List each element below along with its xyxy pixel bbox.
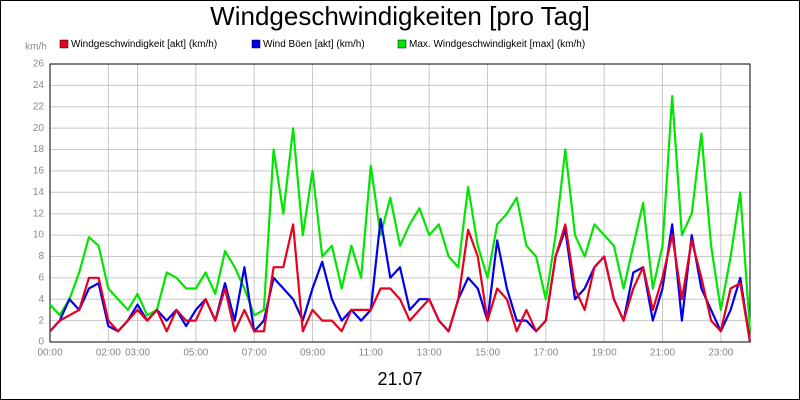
y-tick-label: 8 — [38, 251, 44, 262]
y-tick-label: 14 — [33, 187, 45, 198]
y-tick-label: 16 — [33, 166, 45, 177]
legend: Windgeschwindigkeit [akt] (km/h) Wind Böe… — [59, 39, 585, 50]
line-series — [49, 95, 752, 332]
legend-label: Windgeschwindigkeit [akt] (km/h) — [71, 39, 217, 50]
x-tick-label: 11:00 — [359, 348, 384, 359]
x-tick-label: 05:00 — [183, 348, 208, 359]
y-tick-label: 26 — [33, 59, 45, 70]
x-tick-label: 02:00 — [96, 348, 121, 359]
legend-swatch — [251, 39, 261, 49]
y-tick-label: 20 — [33, 123, 45, 134]
y-tick-label: 10 — [33, 230, 45, 241]
y-tick-label: 4 — [38, 294, 44, 305]
y-tick-label: 22 — [33, 101, 45, 112]
x-tick-label: 13:00 — [417, 348, 442, 359]
x-tick-label: 21:00 — [650, 348, 675, 359]
line-series — [49, 223, 752, 343]
x-label: 21.07 — [377, 369, 422, 389]
chart-title: Windgeschwindigkeiten [pro Tag] — [210, 1, 590, 31]
legend-swatch — [59, 39, 69, 49]
plot-border — [49, 63, 751, 343]
y-tick-label: 12 — [33, 208, 45, 219]
x-tick-label: 15:00 — [475, 348, 500, 359]
plot-area — [50, 64, 750, 342]
x-tick-label: 03:00 — [125, 348, 150, 359]
y-unit: km/h — [25, 42, 47, 53]
line-series — [49, 217, 752, 343]
x-tick-label: 17:00 — [533, 348, 558, 359]
legend-swatch — [397, 39, 407, 49]
x-tick-label: 07:00 — [242, 348, 267, 359]
legend-label: Max. Windgeschwindigkeit [max] (km/h) — [409, 39, 585, 50]
x-tick-label: 19:00 — [592, 348, 617, 359]
x-tick-label: 09:00 — [300, 348, 325, 359]
y-tick-label: 2 — [38, 315, 44, 326]
y-tick-label: 18 — [33, 144, 45, 155]
legend-label: Wind Böen [akt] (km/h) — [263, 39, 365, 50]
y-tick-label: 6 — [38, 272, 44, 283]
x-tick-label: 00:00 — [37, 348, 62, 359]
y-tick-label: 24 — [33, 80, 45, 91]
x-tick-label: 23:00 — [708, 348, 733, 359]
y-tick-label: 0 — [38, 337, 44, 348]
